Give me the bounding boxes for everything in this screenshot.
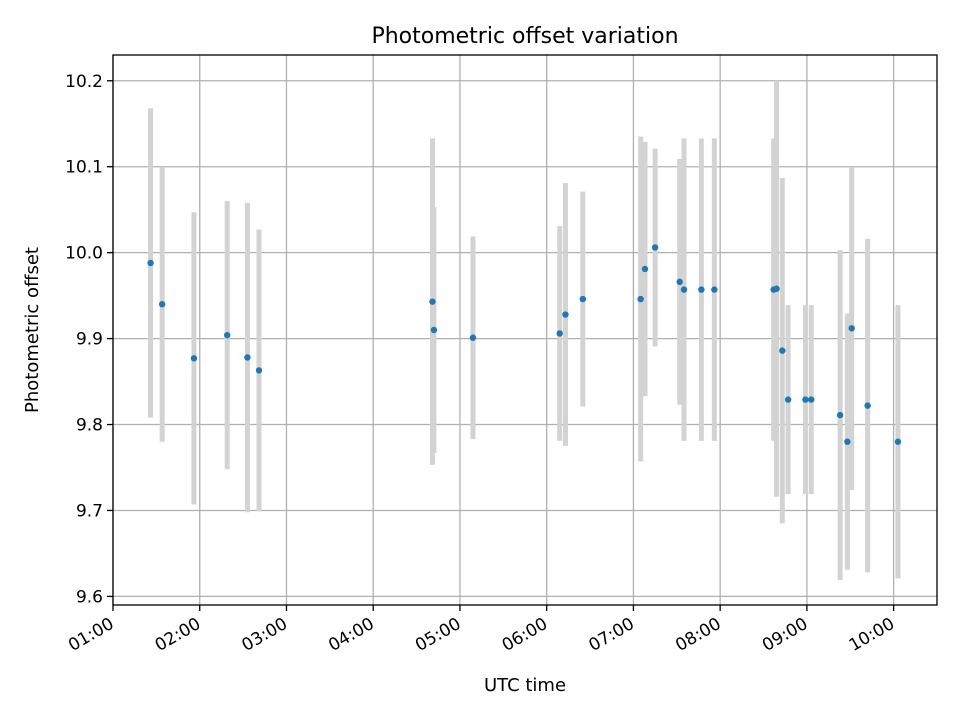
data-point (562, 311, 569, 318)
data-point (147, 259, 154, 267)
y-tick-label: 9.6 (76, 587, 103, 607)
data-point (158, 301, 166, 308)
axes-frame (112, 54, 938, 606)
data-point (676, 278, 683, 286)
data-point (779, 347, 786, 354)
y-axis-label: Photometric offset (22, 247, 43, 413)
grid (112, 55, 937, 605)
x-axis-label: UTC time (484, 675, 566, 696)
data-points (147, 244, 902, 445)
data-point (255, 367, 263, 374)
data-point (864, 402, 871, 409)
data-point (556, 330, 563, 337)
data-point (641, 265, 649, 273)
data-point (637, 295, 644, 303)
y-axis-ticks: 9.6 9.7 9.8 9.9 10.0 10.1 10.2 (65, 72, 113, 607)
plot-area (113, 55, 937, 605)
data-point (579, 295, 587, 303)
data-point (773, 285, 780, 292)
y-tick-label: 9.9 (76, 330, 103, 350)
data-point (808, 396, 815, 403)
data-point (784, 396, 792, 403)
data-point (190, 355, 198, 362)
y-tick-label: 9.8 (76, 416, 103, 436)
y-tick-label: 9.7 (76, 501, 103, 521)
data-point (244, 354, 251, 361)
y-tick-label: 10.2 (65, 72, 103, 92)
data-point (469, 334, 477, 341)
data-point (711, 286, 718, 293)
y-tick-label: 10.1 (65, 158, 103, 178)
data-point (224, 331, 231, 339)
data-point (836, 411, 844, 419)
data-point (429, 298, 436, 305)
data-point (894, 438, 902, 445)
data-point (651, 244, 659, 251)
data-point (698, 286, 705, 293)
data-point (802, 396, 809, 403)
y-tick-label: 10.0 (65, 244, 103, 264)
data-point (430, 326, 438, 334)
chart-title: Photometric offset variation (371, 24, 678, 49)
data-point (844, 438, 851, 445)
data-point (848, 325, 855, 332)
data-point (680, 286, 688, 293)
